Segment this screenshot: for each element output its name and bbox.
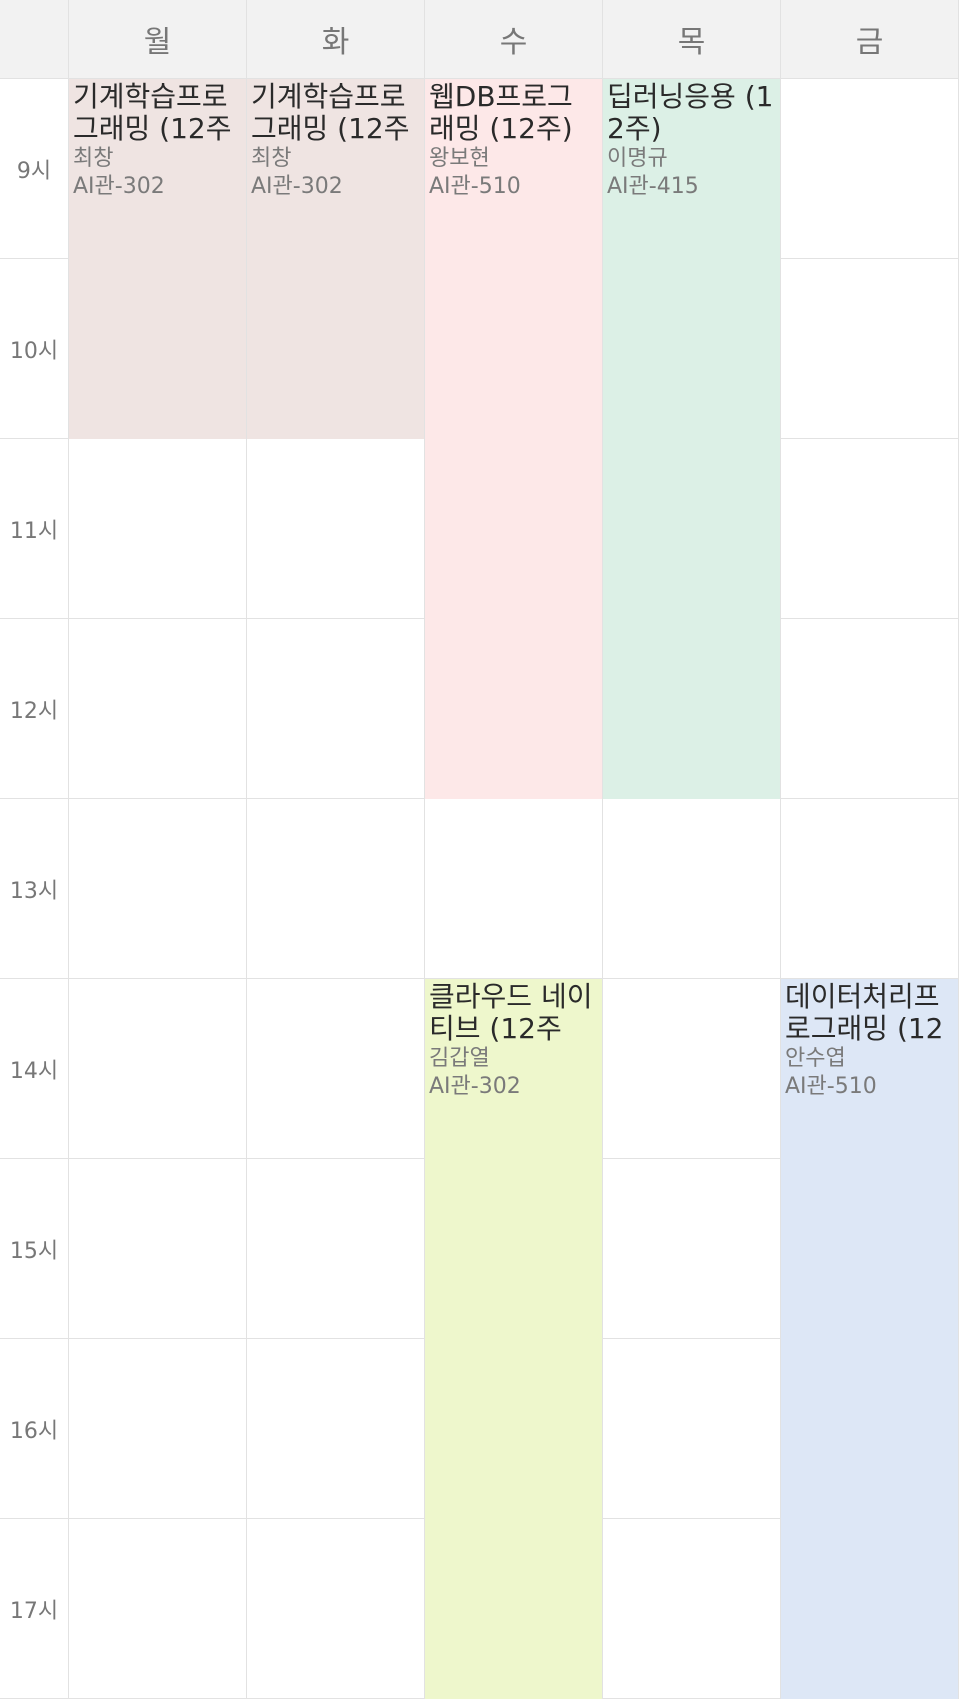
course-title: 기계학습프로그래밍 (12주: [251, 81, 410, 145]
timeslot-cell[interactable]: [247, 979, 425, 1159]
course-title: 클라우드 네이티브 (12주: [429, 981, 593, 1045]
course-room: AI관-302: [73, 174, 165, 199]
timeslot-cell[interactable]: [247, 1519, 425, 1699]
hour-label: 15시: [0, 1159, 69, 1339]
day-header: 금: [781, 0, 959, 79]
timeslot-cell[interactable]: [69, 1519, 247, 1699]
course-block[interactable]: 기계학습프로그래밍 (12주 최창 AI관-302: [69, 79, 246, 439]
course-instructor: 최창: [251, 146, 292, 171]
timeslot-cell[interactable]: [603, 1339, 781, 1519]
timeslot-cell[interactable]: [781, 79, 959, 259]
course-block[interactable]: 데이터처리프로그래밍 (12 안수엽 AI관-510: [781, 979, 958, 1699]
course-instructor: 김갑열: [429, 1046, 490, 1071]
header-corner: [0, 0, 69, 79]
timeslot-cell[interactable]: [247, 799, 425, 979]
timeslot-cell[interactable]: [247, 1159, 425, 1339]
timeslot-cell[interactable]: [603, 979, 781, 1159]
course-room: AI관-510: [785, 1074, 877, 1099]
course-title: 데이터처리프로그래밍 (12: [785, 981, 944, 1045]
timeslot-cell[interactable]: [781, 259, 959, 439]
timeslot-cell[interactable]: [247, 619, 425, 799]
timeslot-cell[interactable]: [247, 439, 425, 619]
timeslot-cell[interactable]: [781, 619, 959, 799]
timeslot-cell[interactable]: [425, 799, 603, 979]
course-title: 딥러닝응용 (12주): [607, 81, 774, 145]
course-room: AI관-510: [429, 174, 521, 199]
course-instructor: 이명규: [607, 146, 668, 171]
course-room: AI관-302: [429, 1074, 521, 1099]
timeslot-cell[interactable]: [781, 799, 959, 979]
timeslot-cell[interactable]: [69, 1159, 247, 1339]
course-title: 웹DB프로그래밍 (12주): [429, 81, 573, 145]
hour-label: 16시: [0, 1339, 69, 1519]
timeslot-cell[interactable]: [69, 439, 247, 619]
course-title: 기계학습프로그래밍 (12주: [73, 81, 232, 145]
course-instructor: 최창: [73, 146, 114, 171]
timeslot-cell[interactable]: [603, 799, 781, 979]
hour-label: 11시: [0, 439, 69, 619]
hour-label: 14시: [0, 979, 69, 1159]
day-header: 목: [603, 0, 781, 79]
timeslot-cell[interactable]: [603, 1159, 781, 1339]
timeslot-cell[interactable]: [69, 799, 247, 979]
hour-label: 9시: [0, 79, 69, 259]
course-block[interactable]: 웹DB프로그래밍 (12주) 왕보현 AI관-510: [425, 79, 602, 799]
course-block[interactable]: 딥러닝응용 (12주) 이명규 AI관-415: [603, 79, 780, 799]
timeslot-cell[interactable]: [247, 1339, 425, 1519]
course-instructor: 안수엽: [785, 1046, 846, 1071]
hour-label: 12시: [0, 619, 69, 799]
course-block[interactable]: 기계학습프로그래밍 (12주 최창 AI관-302: [247, 79, 424, 439]
timeslot-cell[interactable]: [69, 1339, 247, 1519]
day-header: 월: [69, 0, 247, 79]
course-block[interactable]: 클라우드 네이티브 (12주 김갑열 AI관-302: [425, 979, 602, 1699]
hour-label: 10시: [0, 259, 69, 439]
timeslot-cell[interactable]: [69, 979, 247, 1159]
day-header: 화: [247, 0, 425, 79]
timeslot-cell[interactable]: [69, 619, 247, 799]
day-header: 수: [425, 0, 603, 79]
hour-label: 17시: [0, 1519, 69, 1699]
timeslot-cell[interactable]: [781, 439, 959, 619]
course-instructor: 왕보현: [429, 146, 490, 171]
course-room: AI관-302: [251, 174, 343, 199]
course-room: AI관-415: [607, 174, 699, 199]
timeslot-cell[interactable]: [603, 1519, 781, 1699]
hour-label: 13시: [0, 799, 69, 979]
